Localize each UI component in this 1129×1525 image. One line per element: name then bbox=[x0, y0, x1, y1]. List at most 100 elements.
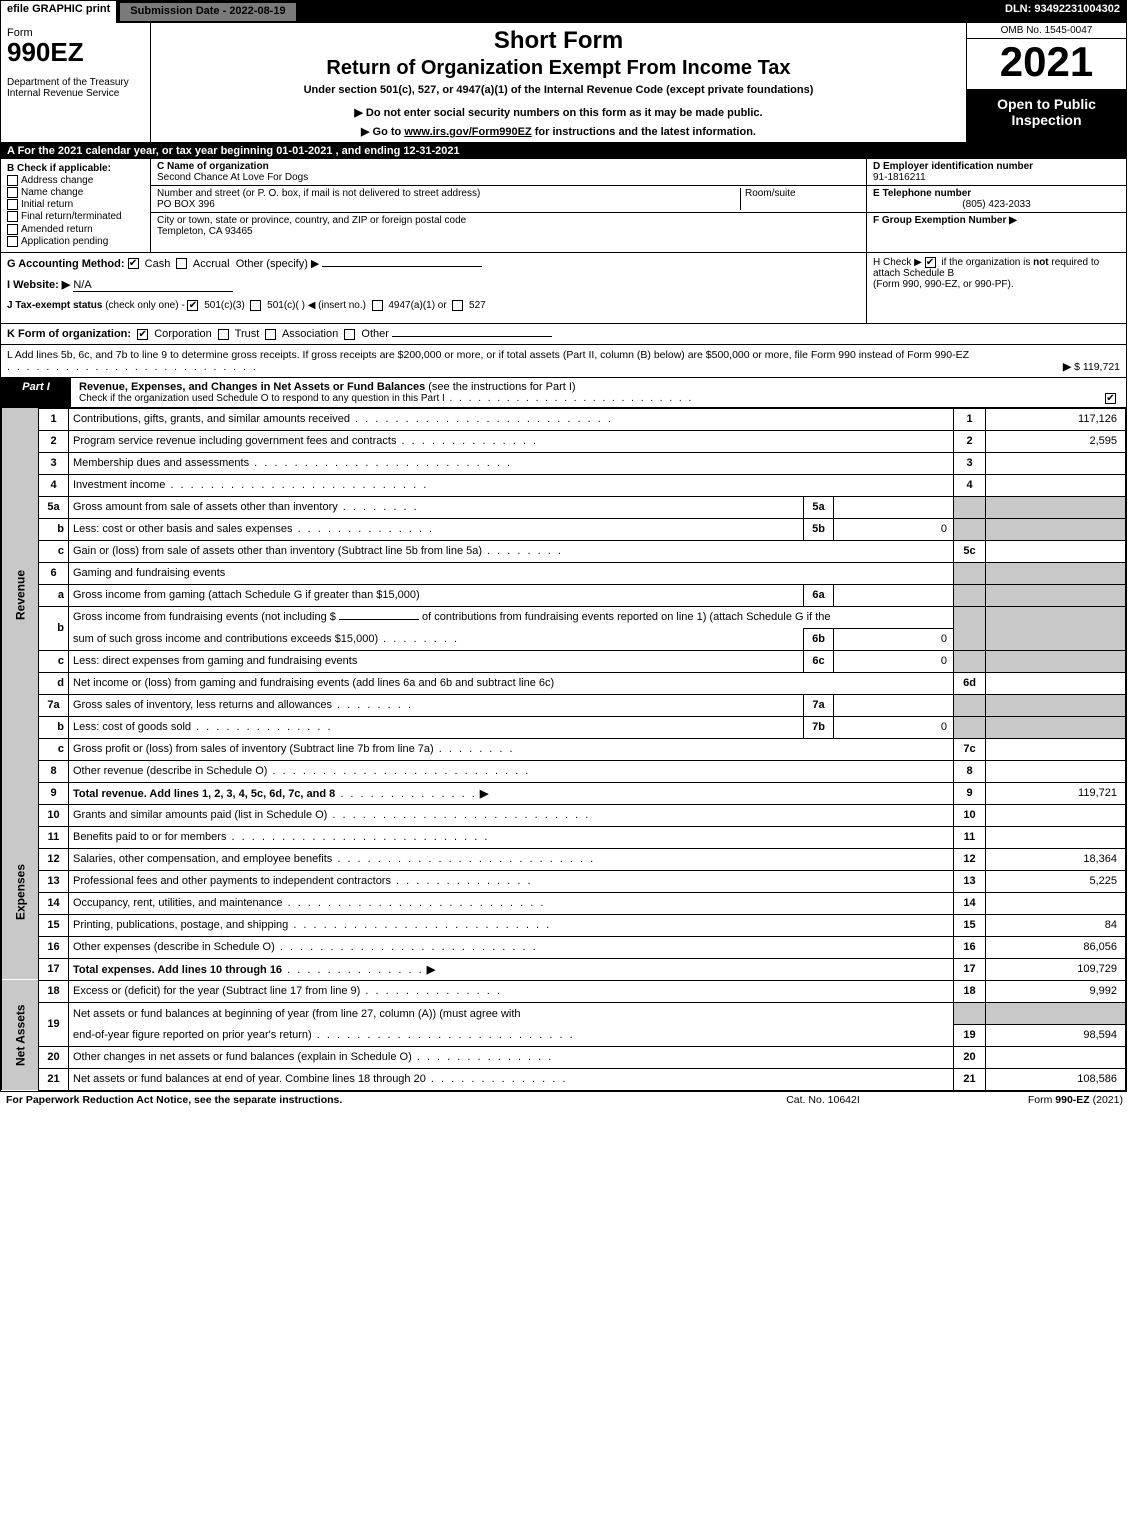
checkbox-icon bbox=[7, 224, 18, 235]
chk-501c[interactable] bbox=[250, 300, 261, 311]
arrow-icon: ▶ bbox=[480, 788, 488, 800]
header-left: Form 990EZ Department of the Treasury In… bbox=[1, 23, 151, 142]
line-13: 13 Professional fees and other payments … bbox=[2, 870, 1126, 892]
chk-schedule-b[interactable] bbox=[925, 257, 936, 268]
line-19-cont: end-of-year figure reported on prior yea… bbox=[2, 1024, 1126, 1046]
org-name-row: C Name of organization Second Chance At … bbox=[151, 159, 866, 186]
return-title: Return of Organization Exempt From Incom… bbox=[159, 57, 958, 80]
expenses-sidebar: Expenses bbox=[2, 804, 39, 980]
line-5a: 5a Gross amount from sale of assets othe… bbox=[2, 496, 1126, 518]
d-ein: D Employer identification number 91-1816… bbox=[867, 159, 1126, 186]
part-i-tag: Part I bbox=[1, 378, 71, 407]
paperwork-notice: For Paperwork Reduction Act Notice, see … bbox=[6, 1094, 723, 1106]
checkbox-icon bbox=[7, 211, 18, 222]
chk-corporation[interactable] bbox=[137, 329, 148, 340]
line-3: 3 Membership dues and assessments 3 bbox=[2, 452, 1126, 474]
e-val: (805) 423-2033 bbox=[873, 199, 1120, 210]
line-6b: b Gross income from fundraising events (… bbox=[2, 606, 1126, 628]
line-9: 9 Total revenue. Add lines 1, 2, 3, 4, 5… bbox=[2, 782, 1126, 804]
chk-501c3[interactable] bbox=[187, 300, 198, 311]
header-right: OMB No. 1545-0047 2021 Open to Public In… bbox=[966, 23, 1126, 142]
street-val: PO BOX 396 bbox=[157, 199, 215, 210]
arrow-icon: ▶ bbox=[427, 964, 435, 976]
short-form-title: Short Form bbox=[159, 27, 958, 55]
chk-cash[interactable] bbox=[128, 258, 139, 269]
header-center: Short Form Return of Organization Exempt… bbox=[151, 23, 966, 142]
line-21: 21 Net assets or fund balances at end of… bbox=[2, 1068, 1126, 1090]
efile-print-label: efile GRAPHIC print bbox=[1, 1, 118, 23]
form-id: 990EZ bbox=[7, 39, 144, 65]
dots-deco bbox=[445, 393, 693, 404]
line-8-amount bbox=[986, 760, 1126, 782]
j-lbl: J Tax-exempt status bbox=[7, 300, 102, 311]
line-5a-inner bbox=[834, 496, 954, 518]
chk-address-change[interactable]: Address change bbox=[7, 175, 144, 186]
chk-527[interactable] bbox=[452, 300, 463, 311]
omb-label: OMB No. 1545-0047 bbox=[967, 23, 1126, 39]
h-schedule-b: H Check ▶ if the organization is not req… bbox=[866, 253, 1126, 323]
chk-amended-return[interactable]: Amended return bbox=[7, 224, 144, 235]
page-footer: For Paperwork Reduction Act Notice, see … bbox=[0, 1092, 1129, 1108]
line-14: 14 Occupancy, rent, utilities, and maint… bbox=[2, 892, 1126, 914]
chk-name-change[interactable]: Name change bbox=[7, 187, 144, 198]
irs-link[interactable]: www.irs.gov/Form990EZ bbox=[404, 126, 531, 138]
i-lbl: I Website: ▶ bbox=[7, 279, 70, 291]
city-lbl: City or town, state or province, country… bbox=[157, 215, 466, 226]
line-9-amount: 119,721 bbox=[986, 782, 1126, 804]
b-label: B Check if applicable: bbox=[7, 163, 144, 174]
chk-application-pending[interactable]: Application pending bbox=[7, 236, 144, 247]
line-19-amount: 98,594 bbox=[986, 1024, 1126, 1046]
gi-column: G Accounting Method: Cash Accrual Other … bbox=[1, 253, 866, 323]
block-b-through-f: B Check if applicable: Address change Na… bbox=[1, 159, 1126, 253]
chk-association[interactable] bbox=[265, 329, 276, 340]
g-lbl: G Accounting Method: bbox=[7, 258, 125, 270]
line-2: 2 Program service revenue including gove… bbox=[2, 430, 1126, 452]
line-20: 20 Other changes in net assets or fund b… bbox=[2, 1046, 1126, 1068]
line-1: Revenue 1 Contributions, gifts, grants, … bbox=[2, 408, 1126, 430]
chk-accrual[interactable] bbox=[176, 258, 187, 269]
g-accounting-method: G Accounting Method: Cash Accrual Other … bbox=[7, 257, 860, 270]
chk-4947[interactable] bbox=[372, 300, 383, 311]
chk-other-org[interactable] bbox=[344, 329, 355, 340]
city-row: City or town, state or province, country… bbox=[151, 213, 866, 239]
open-public-badge: Open to Public Inspection bbox=[967, 90, 1126, 142]
line-5b-inner: 0 bbox=[834, 518, 954, 540]
l-text: L Add lines 5b, 6c, and 7b to line 9 to … bbox=[7, 349, 969, 361]
line-6a: a Gross income from gaming (attach Sched… bbox=[2, 584, 1126, 606]
checkbox-icon bbox=[7, 175, 18, 186]
c-name-lbl: C Name of organization bbox=[157, 161, 269, 172]
line-19: 19 Net assets or fund balances at beginn… bbox=[2, 1002, 1126, 1024]
line-7a-inner bbox=[834, 694, 954, 716]
line-7b-inner: 0 bbox=[834, 716, 954, 738]
d-val: 91-1816211 bbox=[873, 172, 926, 183]
fundraising-contrib-field[interactable] bbox=[339, 619, 419, 620]
chk-initial-return[interactable]: Initial return bbox=[7, 199, 144, 210]
e-lbl: E Telephone number bbox=[873, 188, 971, 199]
dln-label: DLN: 93492231004302 bbox=[999, 1, 1126, 23]
line-18-amount: 9,992 bbox=[986, 980, 1126, 1002]
line-15-amount: 84 bbox=[986, 914, 1126, 936]
other-org-field[interactable] bbox=[392, 336, 552, 337]
street-row: Number and street (or P. O. box, if mail… bbox=[151, 186, 866, 213]
chk-trust[interactable] bbox=[218, 329, 229, 340]
line-12: 12 Salaries, other compensation, and emp… bbox=[2, 848, 1126, 870]
dept-label: Department of the Treasury Internal Reve… bbox=[7, 77, 144, 99]
line-4: 4 Investment income 4 bbox=[2, 474, 1126, 496]
row-l-gross-receipts: L Add lines 5b, 6c, and 7b to line 9 to … bbox=[1, 345, 1126, 378]
chk-part-i-sch-o[interactable] bbox=[1105, 393, 1116, 404]
line-20-amount bbox=[986, 1046, 1126, 1068]
line-6d-amount bbox=[986, 672, 1126, 694]
line-14-amount bbox=[986, 892, 1126, 914]
other-specify-field[interactable] bbox=[322, 266, 482, 267]
column-c-org-info: C Name of organization Second Chance At … bbox=[151, 159, 866, 252]
chk-final-return[interactable]: Final return/terminated bbox=[7, 211, 144, 222]
line-13-amount: 5,225 bbox=[986, 870, 1126, 892]
goto-notice: ▶ Go to www.irs.gov/Form990EZ for instru… bbox=[159, 125, 958, 138]
h-not: not bbox=[1033, 257, 1049, 268]
line-5b: b Less: cost or other basis and sales ex… bbox=[2, 518, 1126, 540]
form-990ez-page: efile GRAPHIC print Submission Date - 20… bbox=[0, 0, 1127, 1092]
goto-pre: ▶ Go to bbox=[361, 126, 404, 138]
line-6: 6 Gaming and fundraising events bbox=[2, 562, 1126, 584]
line-5c-amount bbox=[986, 540, 1126, 562]
line-16: 16 Other expenses (describe in Schedule … bbox=[2, 936, 1126, 958]
